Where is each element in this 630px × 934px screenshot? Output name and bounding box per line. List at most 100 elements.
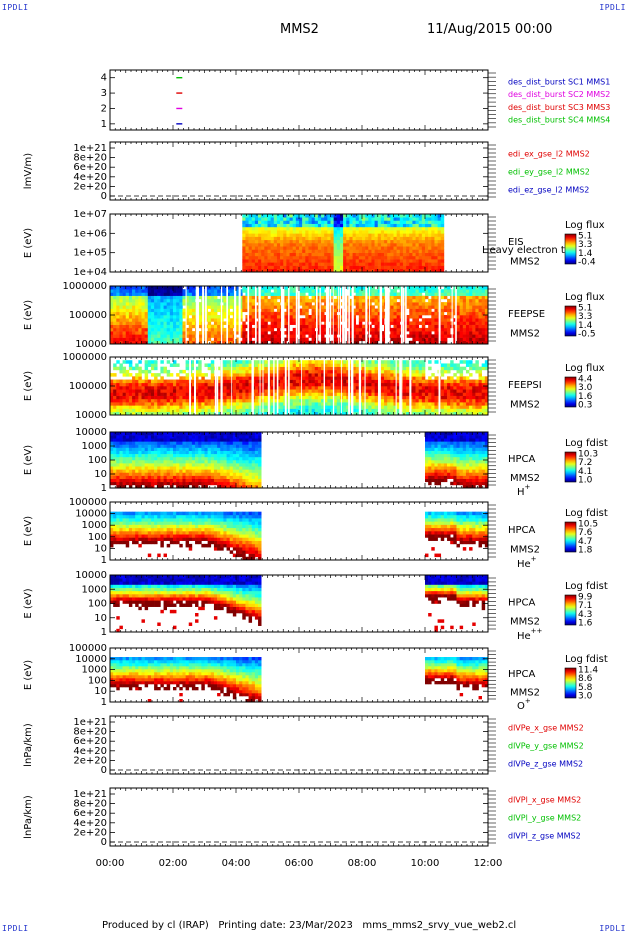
spectrogram-cell [465,298,470,303]
spectrogram-cell [176,337,180,342]
spectrogram-cell [469,321,473,325]
spectrogram-cell [248,411,253,416]
spectrogram-cell [314,411,319,416]
spectrogram-cell [182,289,186,293]
spectrogram-cell [267,249,271,253]
spectrogram-cell [299,405,303,409]
spectrogram-cell [412,217,416,221]
instrument-label: FEEPSE [508,309,545,320]
spectrogram-cell [396,334,401,338]
spectrogram-cell [280,214,284,218]
spectrogram-cell [280,255,284,260]
spectrogram-cell [472,321,476,325]
spectrogram-cell [276,249,281,253]
spectrogram-cell [428,308,432,313]
spectrogram-cell [248,259,253,263]
spectrogram-cell [248,246,253,250]
spectrogram-cell [157,298,161,303]
spectrogram-cell [207,302,212,306]
spectrogram-cell [330,217,334,221]
spectrogram-cell [321,363,325,367]
spectrogram-cell [349,331,353,335]
spectrogram-cell [311,243,316,247]
spectrogram-cell [160,366,164,371]
spectrogram-cell [147,286,152,290]
spectrogram-cell [251,268,256,273]
spectrogram-cell [273,217,278,221]
spectrogram-cell [308,369,312,374]
spectrogram-cell [437,233,442,237]
spectrogram-cell [169,382,174,387]
spectrogram-cell [465,340,470,345]
spectrogram-cell [154,289,158,293]
spectrogram-cell [308,246,312,250]
spectrogram-cell [267,311,271,316]
spectrogram-cell [135,405,139,409]
spectrogram-cell [201,402,205,406]
spectrogram-cell [210,289,215,293]
spectrogram-cell [321,389,325,393]
spectrogram-cell [437,243,442,247]
spectrogram-cell [185,379,190,384]
spectrogram-cell [387,255,391,260]
spectrogram-cell [314,392,319,396]
spectrogram-cell [393,305,397,309]
spectrogram-cell [437,265,442,270]
spectrogram-cell [314,252,319,257]
spectrogram-cell [371,220,375,224]
spectrogram-cell [343,230,347,234]
spectrogram-cell [261,327,265,332]
spectrogram-cell [135,292,139,296]
spectrogram-cell [125,302,130,306]
spectrogram-cell [201,376,205,380]
spectrogram-cell [295,239,300,244]
spectrogram-cell [308,265,312,270]
spectrogram-cell [242,327,246,332]
spectrogram-cell [352,302,356,306]
spectrogram-cell [191,340,196,345]
spectrogram-cell [286,230,290,234]
spectrogram-cell [327,265,331,270]
spectrogram-cell [302,395,306,400]
spectrogram-cell [144,318,149,322]
spectrogram-cell [251,262,256,266]
spectrogram-cell [421,214,426,218]
spectrogram-cell [349,249,353,253]
data-gap [385,286,387,344]
spectrogram-cell [289,292,293,296]
spectrogram-cell [119,398,123,403]
spectrogram-cell [179,334,183,338]
spectrogram-cell [437,259,442,263]
spectrogram-cell [355,230,360,234]
spectrogram-cell [191,408,196,413]
spectrogram-cell [245,392,249,396]
spectrogram-cell [270,265,275,270]
spectrogram-cell [283,268,287,273]
spectrogram-cell [169,363,174,367]
spectrogram-cell [261,292,265,296]
spectrogram-cell [147,295,152,300]
data-gap [403,286,405,344]
spectrogram-cell [264,311,268,316]
spectrogram-cell [390,298,394,303]
spectrogram-cell [207,366,212,371]
spectrogram-cell [264,363,268,367]
spectrogram-cell [346,255,350,260]
spectrogram-cell [302,363,306,367]
spectrogram-cell [352,230,356,234]
spectrogram-cell [358,226,363,231]
spectrogram-cell [188,327,193,332]
spectrogram-cell [409,289,413,293]
spectrogram-cell [295,398,300,403]
spectrogram-cell [336,217,341,221]
spectrogram-cell [273,408,278,413]
spectrogram-cell [358,334,363,338]
spectrogram-cell [299,360,303,364]
spectrogram-cell [358,252,363,257]
y-axis-label: E (eV) [23,300,34,330]
spectrogram-cell [147,321,152,325]
spectrogram-cell [276,376,281,380]
spectrogram-cell [283,302,287,306]
spectrogram-cell [251,220,256,224]
